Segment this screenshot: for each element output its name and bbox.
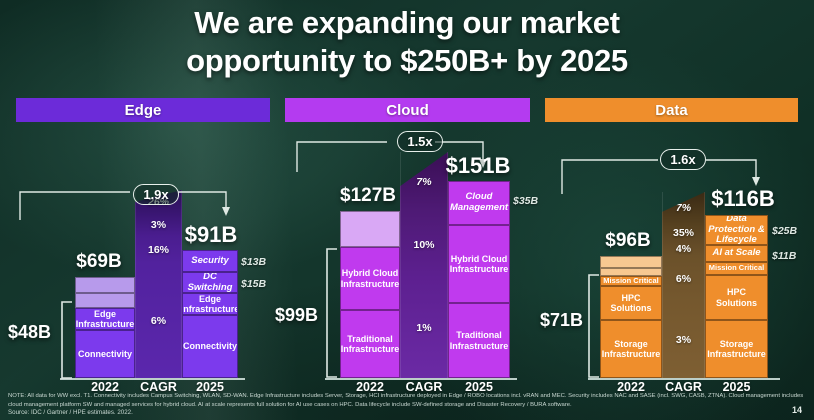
- multiplier-edge: 1.9x: [133, 184, 179, 205]
- cagr-data-hpc: 6%: [662, 256, 705, 301]
- xlabel-data-2025: 2025: [722, 380, 751, 394]
- sideval-data-ai: $11B: [772, 250, 797, 262]
- cagr-edge-infrastructure: 16%: [135, 236, 182, 264]
- xlabel-cloud-2025: 2025: [465, 380, 493, 394]
- segment-data-2025-hpc: HPC Solutions: [705, 275, 768, 320]
- segment-edge-2025-connectivity: Connectivity: [182, 315, 238, 378]
- cagr-cloud-traditional: 1%: [400, 278, 448, 378]
- segment-edge-2022-dcswitching: [75, 293, 135, 308]
- segment-data-2022-protection: [600, 256, 662, 268]
- bar-data-2022: Mission Critical HPC Solutions Storage I…: [600, 256, 662, 378]
- segment-data-2025-protection: Data Protection & Lifecycle: [705, 215, 768, 245]
- footnote: NOTE: All data for WW excl. T1. Connecti…: [8, 393, 804, 409]
- segment-edge-2025-dcswitching: DC Switching: [182, 272, 238, 293]
- total-data-2025: $116B: [711, 186, 775, 211]
- sideval-edge-dcswitching: $15B: [241, 278, 267, 290]
- segment-data-2022-mission: Mission Critical: [600, 276, 662, 286]
- segment-cloud-2025-traditional: Traditional Infrastructure: [448, 303, 510, 378]
- bar-edge-2022: Edge Infrastructure Connectivity: [75, 277, 135, 378]
- total-edge-2025: $91B: [184, 222, 238, 247]
- segment-data-2025-ai: AI at Scale: [705, 245, 768, 262]
- sideval-edge-security: $13B: [241, 256, 267, 268]
- segment-cloud-2022-traditional: Traditional Infrastructure: [340, 310, 400, 378]
- segment-edge-2022-infrastructure: Edge Infrastructure: [75, 308, 135, 330]
- cagr-cloud-hybrid: 10%: [400, 211, 448, 278]
- page-title: We are expanding our market opportunity …: [0, 4, 814, 80]
- chart-cloud: 7% 10% 1% $127B Hybrid Cloud Infrastruct…: [275, 130, 540, 392]
- segment-data-2022-ai: [600, 268, 662, 276]
- segment-cloud-2022-hybrid: Hybrid Cloud Infrastructure: [340, 247, 400, 310]
- segment-edge-2025-security: Security: [182, 250, 238, 272]
- segment-data-2022-storage: Storage Infrastructure: [600, 320, 662, 378]
- category-header-cloud: Cloud: [285, 98, 530, 122]
- cagr-edge-dcswitching: 3%: [135, 214, 182, 236]
- multiplier-cloud: 1.5x: [397, 131, 443, 152]
- cagr-data-mission: 4%: [662, 241, 705, 256]
- cagr-data-ai: 35%: [662, 224, 705, 241]
- title-line-1: We are expanding our market: [194, 5, 620, 40]
- total-edge-2022: $69B: [76, 251, 122, 272]
- xlabel-edge-cagr: CAGR: [140, 380, 177, 394]
- title-line-2: opportunity to $250B+ by 2025: [186, 42, 628, 78]
- segment-edge-2025-infrastructure: Edge Infrastructure: [182, 293, 238, 315]
- xlabel-edge-2022: 2022: [91, 380, 119, 394]
- base-total-edge: $48B: [8, 322, 52, 342]
- segment-edge-2022-connectivity: Connectivity: [75, 330, 135, 378]
- total-data-2022: $96B: [605, 230, 651, 251]
- xlabel-cloud-cagr: CAGR: [405, 380, 443, 394]
- category-header-edge: Edge: [16, 98, 270, 122]
- bar-data-2025: Data Protection & Lifecycle AI at Scale …: [705, 215, 768, 378]
- segment-cloud-2022-management: [340, 211, 400, 247]
- segment-cloud-2025-hybrid: Hybrid Cloud Infrastructure: [448, 225, 510, 303]
- chart-edge: 26% 3% 16% 6% $69B Edge Infrastructure C…: [0, 130, 275, 392]
- page-number: 14: [791, 405, 802, 415]
- sideval-data-protection: $25B: [772, 225, 798, 237]
- segment-data-2025-storage: Storage Infrastructure: [705, 320, 768, 378]
- multiplier-data: 1.6x: [660, 149, 706, 170]
- bar-edge-2025: Security DC Switching Edge Infrastructur…: [182, 250, 238, 378]
- base-total-cloud: $99B: [275, 305, 319, 325]
- total-cloud-2022: $127B: [340, 185, 396, 206]
- bar-cloud-2025: Cloud Management Hybrid Cloud Infrastruc…: [448, 181, 510, 378]
- xlabel-data-cagr: CAGR: [665, 380, 702, 394]
- chart-data: 7% 35% 4% 6% 3% $96B Mission Critical HP…: [540, 130, 814, 392]
- bar-cloud-2022: Hybrid Cloud Infrastructure Traditional …: [340, 211, 400, 378]
- axis-line-cloud: [325, 378, 517, 380]
- sideval-cloud-management: $35B: [513, 195, 539, 207]
- axis-line-data: [588, 378, 780, 380]
- base-total-data: $71B: [540, 310, 584, 330]
- segment-data-2025-mission: Mission Critical: [705, 262, 768, 275]
- axis-line-edge: [60, 378, 245, 380]
- source-line: Source: IDC / Gartner / HPE estimates. 2…: [8, 409, 133, 416]
- cagr-data-storage: 3%: [662, 301, 705, 378]
- xlabel-cloud-2022: 2022: [356, 380, 384, 394]
- segment-cloud-2025-management: Cloud Management: [448, 181, 510, 225]
- segment-data-2022-hpc: HPC Solutions: [600, 286, 662, 320]
- category-header-data: Data: [545, 98, 798, 122]
- xlabel-data-2022: 2022: [617, 380, 645, 394]
- segment-edge-2022-security: [75, 277, 135, 293]
- cagr-edge-connectivity: 6%: [135, 264, 182, 378]
- total-cloud-2025: $151B: [445, 153, 511, 178]
- xlabel-edge-2025: 2025: [196, 380, 224, 394]
